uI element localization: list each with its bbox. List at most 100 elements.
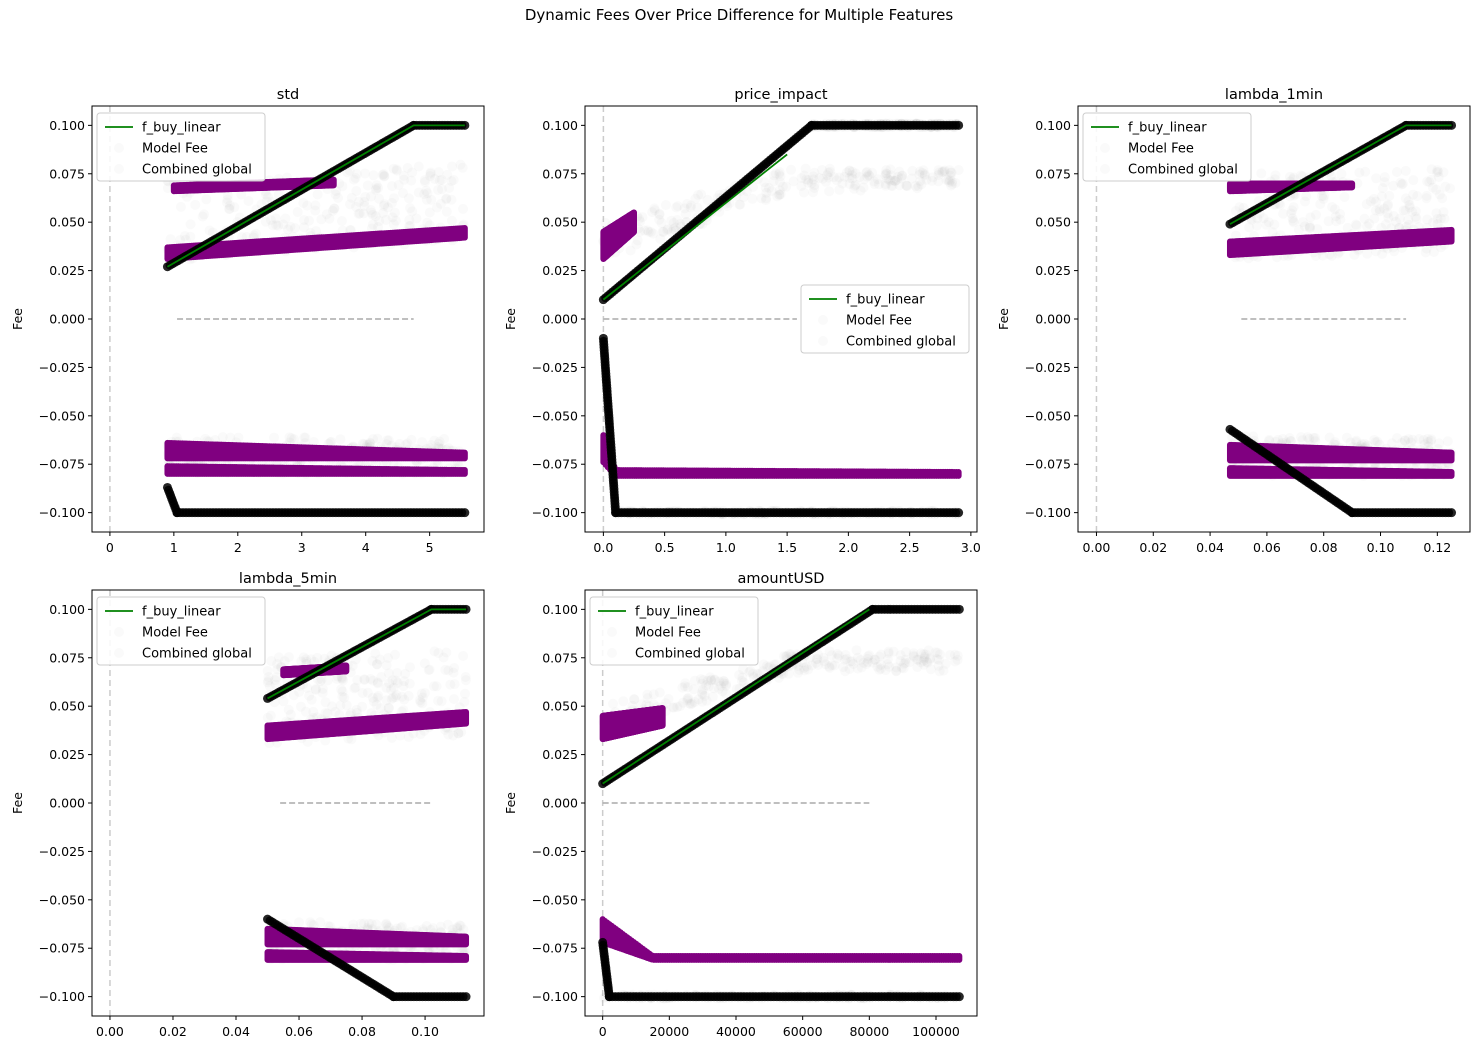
faint-point — [348, 174, 359, 185]
faint-point — [295, 701, 306, 712]
faint-point — [316, 214, 327, 225]
faint-point — [317, 683, 328, 694]
faint-point — [386, 197, 397, 208]
faint-point — [389, 207, 400, 218]
faint-point — [372, 692, 383, 703]
faint-point — [403, 731, 414, 742]
faint-point — [862, 166, 873, 177]
faint-point — [243, 195, 254, 206]
faint-point — [433, 647, 444, 658]
faint-point — [1426, 174, 1437, 185]
faint-point — [331, 185, 342, 196]
faint-point — [448, 174, 459, 185]
faint-point — [436, 174, 447, 185]
faint-point — [411, 213, 422, 224]
model-fee-point — [1448, 468, 1455, 479]
faint-point — [404, 214, 415, 225]
faint-point — [399, 676, 410, 687]
faint-point — [368, 434, 379, 445]
faint-point — [302, 736, 313, 747]
faint-point — [945, 167, 956, 178]
faint-point — [685, 202, 696, 213]
legend-label: Model Fee — [846, 314, 912, 329]
faint-point — [1297, 435, 1308, 446]
faint-point — [600, 217, 611, 228]
faint-point — [329, 203, 340, 214]
faint-point — [265, 215, 276, 226]
faint-point — [1361, 199, 1372, 210]
faint-point — [801, 174, 812, 185]
faint-point — [325, 437, 336, 448]
faint-point — [892, 171, 903, 182]
faint-point — [414, 695, 425, 706]
faint-point — [799, 170, 810, 181]
x-tick-label: 3.0 — [961, 540, 981, 555]
faint-point — [1304, 221, 1315, 232]
faint-point — [1403, 214, 1414, 225]
faint-point — [436, 696, 447, 707]
faint-point — [264, 681, 275, 692]
f-buy-linear-line — [602, 153, 788, 301]
x-tick-label: 3 — [298, 540, 306, 555]
faint-point — [914, 169, 925, 180]
faint-point — [1404, 199, 1415, 210]
faint-point — [631, 239, 642, 250]
faint-point — [407, 167, 418, 178]
figure-title: Dynamic Fees Over Price Difference for M… — [524, 6, 954, 24]
faint-point — [1400, 193, 1411, 204]
faint-point — [1424, 460, 1435, 471]
faint-point — [1410, 206, 1421, 217]
y-tick-label: 0.050 — [542, 215, 578, 230]
faint-point — [381, 918, 392, 929]
faint-point — [306, 919, 317, 930]
faint-point — [946, 180, 957, 191]
faint-point — [901, 181, 912, 192]
faint-point — [298, 198, 309, 209]
faint-point — [454, 920, 465, 931]
faint-point — [310, 684, 321, 695]
faint-point — [384, 678, 395, 689]
faint-point — [433, 184, 444, 195]
faint-point — [292, 207, 303, 218]
faint-point — [809, 182, 820, 193]
faint-point — [1403, 196, 1414, 207]
faint-point — [881, 165, 892, 176]
y-tick-label: 0.025 — [1035, 263, 1071, 278]
x-tick-label: 4 — [362, 540, 370, 555]
y-axis-label: Fee — [503, 308, 518, 330]
faint-point — [867, 167, 878, 178]
faint-point — [376, 672, 387, 683]
legend-label: f_buy_linear — [142, 121, 221, 136]
faint-point — [394, 438, 405, 449]
faint-point — [1388, 211, 1399, 222]
faint-point — [1403, 219, 1414, 230]
faint-point — [460, 688, 471, 699]
faint-point — [367, 209, 378, 220]
faint-point — [772, 191, 783, 202]
faint-point — [666, 215, 677, 226]
faint-point — [335, 434, 346, 445]
faint-point — [1360, 166, 1371, 177]
faint-point — [434, 175, 445, 186]
faint-point — [869, 179, 880, 190]
faint-point — [402, 162, 413, 173]
faint-point — [1431, 208, 1442, 219]
faint-point — [304, 690, 315, 701]
faint-point — [386, 732, 397, 743]
faint-point — [382, 435, 393, 446]
model-fee-points — [600, 432, 962, 479]
faint-point — [408, 728, 419, 739]
faint-point — [371, 919, 382, 930]
faint-point — [390, 215, 401, 226]
faint-point — [702, 194, 713, 205]
faint-point — [1278, 208, 1289, 219]
faint-point — [429, 435, 440, 446]
faint-point — [339, 692, 350, 703]
faint-point — [283, 224, 294, 235]
faint-point — [422, 188, 433, 199]
faint-point — [391, 164, 402, 175]
faint-point — [321, 209, 332, 220]
faint-point — [397, 921, 408, 932]
faint-point — [346, 192, 357, 203]
faint-point — [442, 169, 453, 180]
